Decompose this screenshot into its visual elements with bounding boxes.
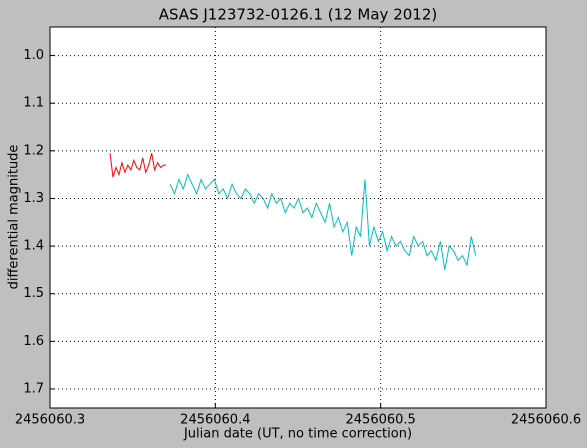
y-tick-label: 1.5 <box>23 286 44 301</box>
y-tick-label: 1.1 <box>23 96 44 111</box>
plot-area <box>49 26 547 409</box>
y-tick-label: 1.4 <box>23 239 44 254</box>
data-line <box>109 153 167 178</box>
data-line <box>169 173 477 270</box>
y-tick-label: 1.7 <box>23 381 44 396</box>
chart-title: ASAS J123732-0126.1 (12 May 2012) <box>159 6 437 24</box>
x-axis-label: Julian date (UT, no time correction) <box>183 427 412 442</box>
x-tick-label: 2456060.4 <box>180 413 250 428</box>
y-tick-label: 1.6 <box>23 334 44 349</box>
y-tick-label: 1.3 <box>23 191 44 206</box>
x-tick-label: 2456060.5 <box>346 413 416 428</box>
x-tick-label: 2456060.6 <box>511 413 581 428</box>
y-tick-label: 1.0 <box>23 48 44 63</box>
y-tick-label: 1.2 <box>23 143 44 158</box>
y-axis-label: differential magnitude <box>7 145 22 290</box>
x-tick-label: 2456060.3 <box>15 413 85 428</box>
